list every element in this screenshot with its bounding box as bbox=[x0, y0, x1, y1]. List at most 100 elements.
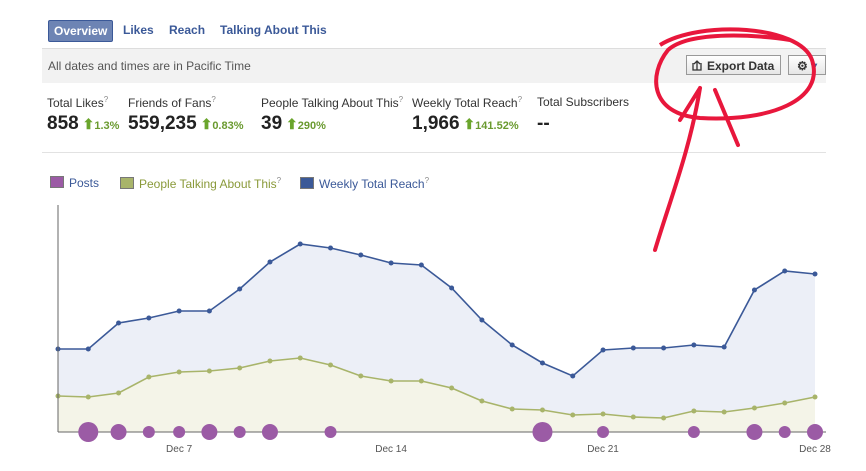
legend-swatch bbox=[120, 177, 134, 189]
stat-number: -- bbox=[537, 113, 550, 134]
stat-change: 141.52% bbox=[475, 120, 519, 132]
stat-label: Friends of Fans? bbox=[128, 95, 216, 110]
area bbox=[58, 244, 815, 432]
post-bubble bbox=[173, 426, 186, 438]
stat-value: 39 ⬆290% bbox=[261, 113, 326, 135]
post-bubble bbox=[532, 422, 553, 442]
point bbox=[358, 373, 364, 379]
post-bubble bbox=[110, 424, 127, 440]
point bbox=[661, 415, 667, 421]
stat-number: 858 bbox=[47, 113, 79, 134]
post-bubble bbox=[687, 426, 700, 438]
point bbox=[600, 347, 606, 353]
up-arrow: ⬆ bbox=[282, 116, 298, 132]
legend-label: Posts bbox=[69, 176, 100, 190]
point bbox=[479, 398, 485, 404]
stat-value: 1,966 ⬆141.52% bbox=[412, 113, 519, 135]
tab[interactable]: Overview bbox=[48, 20, 114, 42]
stat-label-text: Friends of Fans bbox=[128, 96, 212, 110]
stat-label: Weekly Total Reach? bbox=[412, 95, 522, 110]
point bbox=[388, 260, 394, 266]
point bbox=[55, 393, 61, 399]
stat-number: 1,966 bbox=[412, 113, 460, 134]
point bbox=[570, 373, 576, 379]
point bbox=[297, 241, 303, 247]
point bbox=[267, 259, 273, 265]
point bbox=[721, 344, 727, 350]
post-bubble bbox=[78, 422, 99, 442]
point bbox=[509, 342, 515, 348]
point bbox=[782, 400, 788, 406]
point bbox=[358, 252, 364, 258]
tab[interactable]: Talking About This bbox=[220, 23, 327, 37]
up-arrow: ⬆ bbox=[78, 116, 95, 132]
point bbox=[661, 345, 667, 351]
point bbox=[539, 360, 545, 366]
stat-number: 39 bbox=[261, 113, 283, 134]
point bbox=[782, 268, 788, 274]
point bbox=[85, 394, 91, 400]
stat-label: Total Likes? bbox=[47, 95, 108, 110]
post-bubble bbox=[807, 424, 823, 440]
point bbox=[418, 378, 424, 384]
point bbox=[146, 374, 152, 380]
post-bubble bbox=[142, 426, 155, 438]
point bbox=[812, 394, 818, 400]
legend-item: People Talking About This? bbox=[120, 176, 281, 191]
post-bubble bbox=[324, 426, 337, 438]
notice: All dates and times are in Pacific Time bbox=[48, 59, 251, 73]
point bbox=[751, 287, 757, 293]
separator bbox=[42, 152, 826, 153]
stat-label-text: Total Likes bbox=[47, 96, 104, 110]
legend-item: Weekly Total Reach? bbox=[300, 176, 429, 191]
legend-item: Posts bbox=[50, 176, 99, 190]
point bbox=[328, 362, 334, 368]
post-bubble bbox=[597, 426, 610, 438]
help: ? bbox=[211, 95, 216, 104]
point bbox=[418, 262, 424, 268]
help: ? bbox=[103, 95, 109, 104]
post-bubble bbox=[746, 424, 763, 440]
stat-label: People Talking About This? bbox=[261, 95, 403, 110]
export-button[interactable]: Export Data bbox=[686, 55, 781, 75]
stat-number: 559,235 bbox=[128, 113, 197, 134]
point bbox=[297, 355, 303, 361]
point bbox=[388, 378, 394, 384]
point bbox=[206, 308, 212, 314]
tab[interactable]: Likes bbox=[123, 23, 154, 37]
stat-change: 0.83% bbox=[212, 120, 244, 132]
x-tick-label: Dec 7 bbox=[166, 444, 193, 455]
area bbox=[58, 358, 815, 432]
settings-button[interactable]: ⚙ ▾ bbox=[788, 55, 826, 75]
point bbox=[176, 308, 182, 314]
post-bubble bbox=[261, 424, 278, 440]
point bbox=[328, 245, 334, 251]
point bbox=[237, 365, 243, 371]
point bbox=[691, 342, 697, 348]
point bbox=[539, 407, 545, 413]
up-arrow: ⬆ bbox=[196, 116, 213, 132]
help: ? bbox=[398, 95, 404, 104]
stat-value: -- bbox=[537, 113, 550, 135]
tab[interactable]: Reach bbox=[169, 23, 206, 37]
point bbox=[479, 317, 485, 323]
legend-swatch bbox=[300, 177, 314, 189]
point bbox=[509, 406, 515, 412]
line bbox=[58, 243, 816, 377]
line bbox=[57, 357, 816, 419]
stat-label-text: Weekly Total Reach bbox=[412, 96, 518, 110]
point bbox=[116, 320, 122, 326]
x-tick-label: Dec 14 bbox=[375, 444, 407, 455]
point bbox=[206, 368, 212, 374]
point bbox=[812, 271, 818, 277]
legend-label: People Talking About This bbox=[139, 177, 277, 191]
point bbox=[721, 409, 727, 415]
point bbox=[237, 286, 243, 292]
point bbox=[146, 315, 152, 321]
stat-value: 559,235 ⬆0.83% bbox=[128, 113, 244, 135]
point bbox=[116, 390, 122, 396]
stat-value: 858 ⬆1.3% bbox=[47, 113, 119, 135]
help: ? bbox=[424, 176, 430, 185]
legend-swatch bbox=[50, 176, 64, 188]
legend-label: Weekly Total Reach bbox=[319, 177, 425, 191]
